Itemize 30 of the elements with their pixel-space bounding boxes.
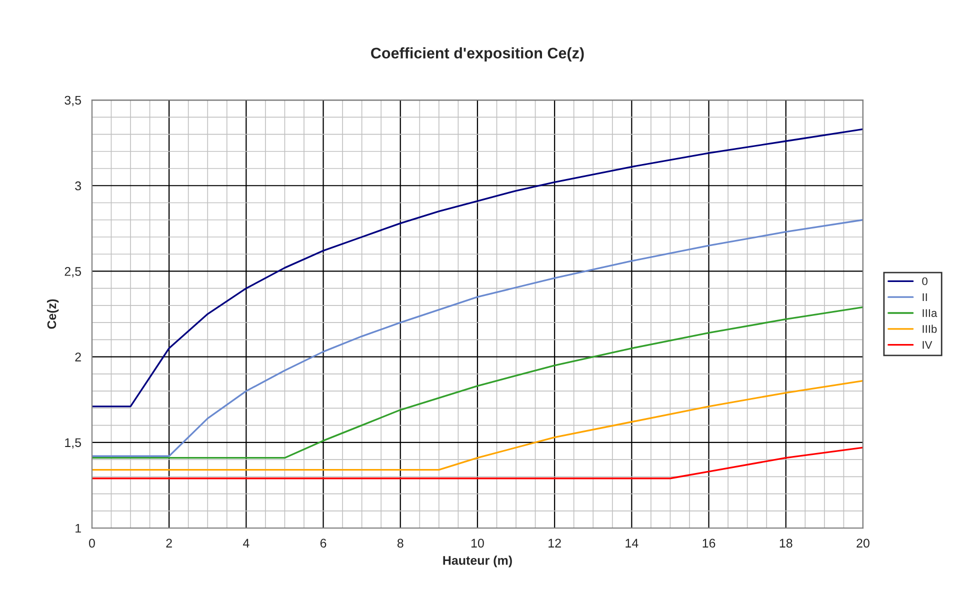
y-tick-label: 2 [75,352,81,362]
legend-label: II [922,293,927,301]
line-series [92,446,863,480]
legend-label: 0 [922,277,928,286]
legend-label: IIIa [922,309,938,318]
x-tick-label: 4 [242,538,250,548]
line-series [92,219,863,457]
line-series [92,306,863,459]
y-tick-label: 3 [75,181,81,190]
y-tick-label: 1 [76,524,81,533]
y-tick-label: 2,5 [64,267,82,278]
chart-title: Coefficient d'exposition Ce(z) [371,47,584,62]
x-tick-label: 16 [702,538,716,548]
legend-label: IV [922,341,932,349]
x-tick-label: 12 [548,538,561,548]
x-tick-label: 8 [397,538,404,548]
x-tick-label: 2 [166,538,172,548]
x-tick-label: 10 [471,538,484,548]
y-tick-label: 1,5 [65,438,82,449]
x-tick-label: 14 [626,538,638,548]
x-tick-label: 18 [780,538,792,548]
line-series [92,380,863,471]
x-tick-label: 6 [320,538,326,548]
legend-label: IIIb [922,324,937,333]
y-axis-title: Ce(z) [46,299,59,329]
x-tick-label: 0 [88,538,95,548]
y-tick-label: 3,5 [64,96,82,106]
x-tick-label: 20 [856,538,870,548]
line-series [92,128,863,408]
x-axis-title: Hauteur (m) [443,556,512,568]
